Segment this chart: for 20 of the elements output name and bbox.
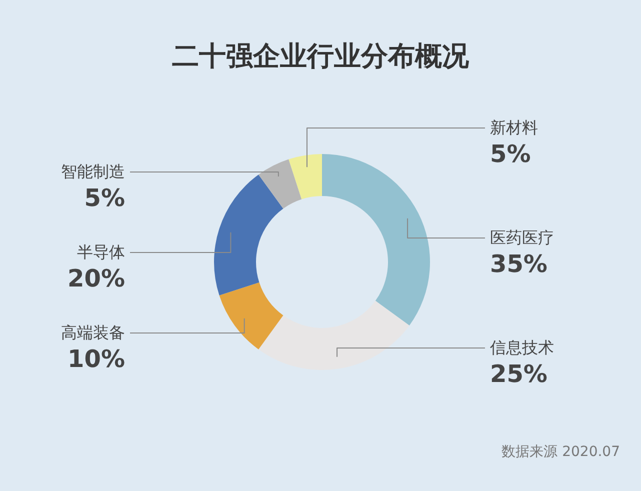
slice-label: 智能制造 — [61, 162, 125, 181]
data-label: 35% — [490, 250, 548, 278]
slice-label: 半导体 — [77, 242, 125, 262]
donut-slice — [214, 174, 284, 296]
chart-title: 二十强企业行业分布概况 — [172, 41, 470, 72]
slice-label: 信息技术 — [490, 338, 554, 357]
data-label: 5% — [84, 184, 125, 212]
donut-slice — [322, 154, 430, 326]
donut-slice — [258, 159, 302, 209]
data-label: 20% — [68, 264, 125, 292]
donut-slice — [258, 300, 410, 370]
donut-slice — [219, 282, 284, 350]
slice-label: 医药医疗 — [490, 228, 554, 247]
slice-label: 高端装备 — [61, 323, 125, 342]
source-note: 数据来源 2020.07 — [502, 444, 620, 460]
data-label: 10% — [68, 345, 125, 373]
slice-label: 新材料 — [490, 118, 538, 137]
data-label: 5% — [490, 140, 531, 168]
donut-slice — [288, 154, 322, 200]
data-label: 25% — [490, 360, 548, 388]
